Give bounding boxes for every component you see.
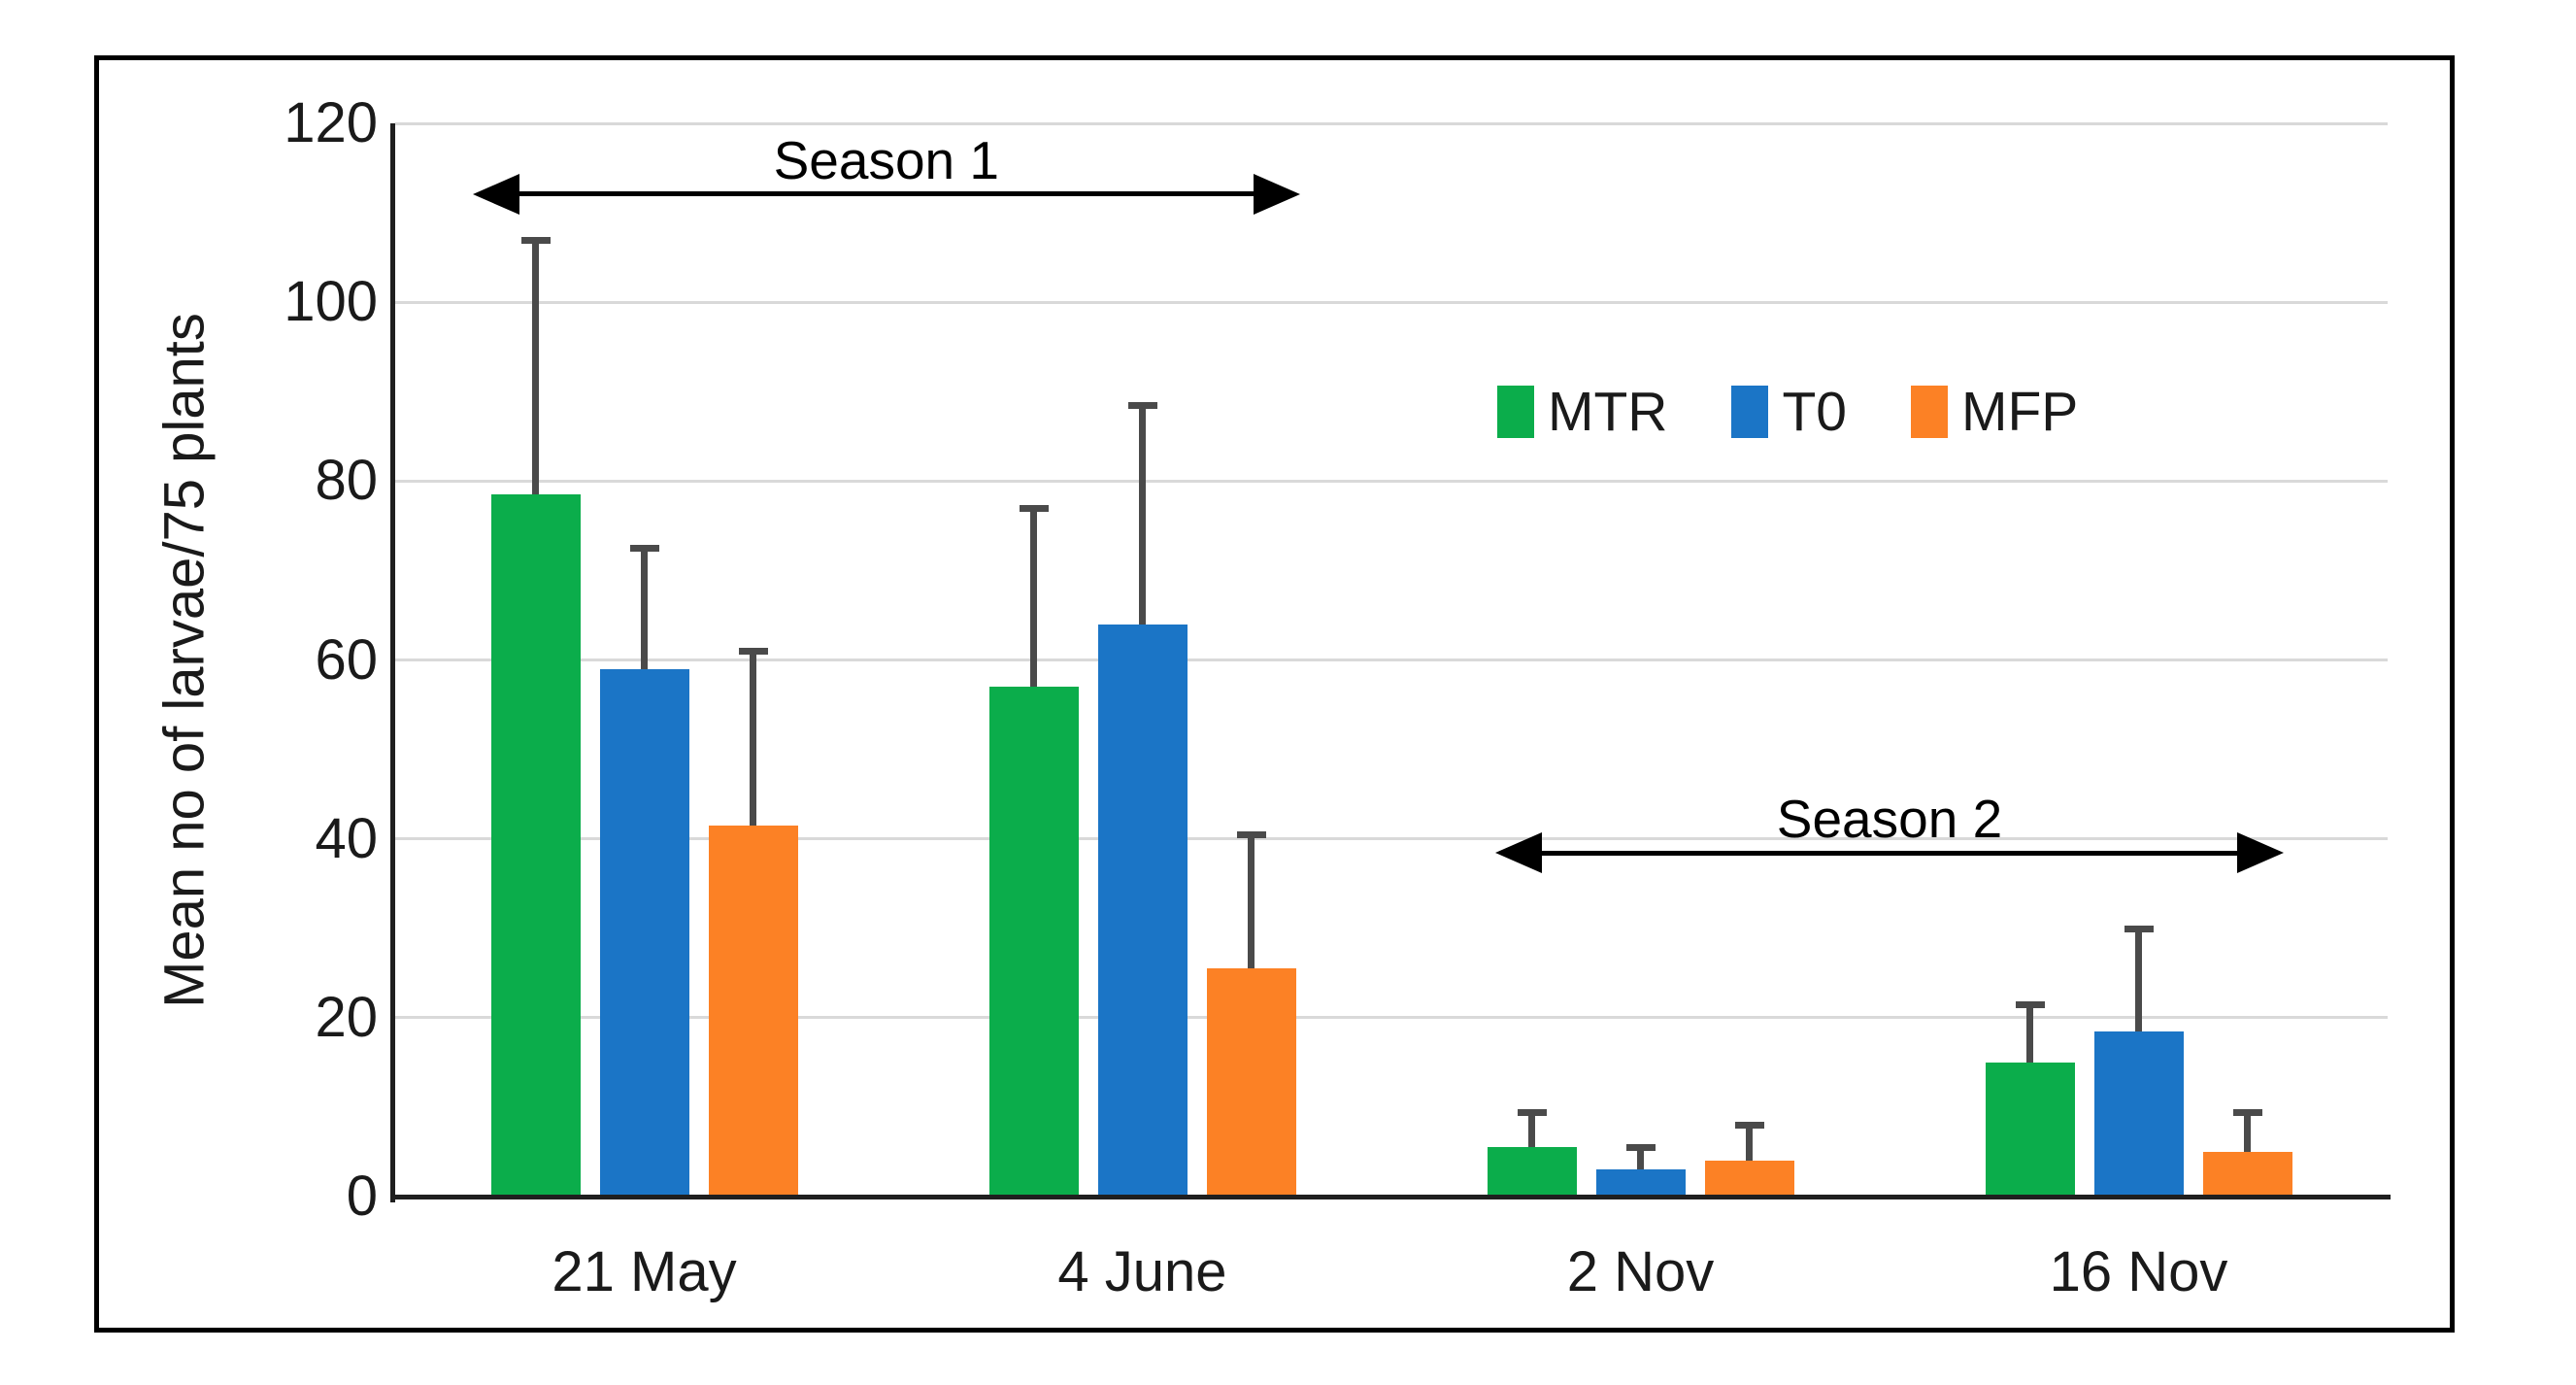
legend-swatch-mfp bbox=[1911, 386, 1948, 438]
y-tick-label-80: 80 bbox=[315, 449, 378, 513]
error-whisker-mtr-0 bbox=[532, 239, 539, 495]
gridline-20 bbox=[395, 1016, 2388, 1020]
x-axis-line bbox=[390, 1195, 2391, 1199]
y-tick-label-40: 40 bbox=[315, 806, 378, 870]
error-cap-mfp-1 bbox=[1236, 831, 1266, 839]
annotation-label-1: Season 1 bbox=[773, 129, 1000, 190]
error-cap-t0-0 bbox=[629, 545, 659, 553]
annotation-arrow-head-right-1 bbox=[1253, 173, 1300, 215]
error-cap-mtr-1 bbox=[1019, 504, 1049, 512]
bar-t0-4-june bbox=[1097, 624, 1188, 1197]
legend-label-mtr: MTR bbox=[1548, 381, 1668, 443]
x-axis-label-2-nov: 2 Nov bbox=[1566, 1240, 1715, 1303]
annotation-label-2: Season 2 bbox=[1776, 789, 2003, 850]
error-cap-mfp-0 bbox=[738, 648, 768, 656]
gridline-120 bbox=[395, 121, 2388, 125]
legend-entry-mfp: MFP bbox=[1911, 383, 2078, 441]
error-whisker-mfp-1 bbox=[1248, 834, 1255, 969]
error-cap-t0-3 bbox=[2124, 925, 2154, 932]
legend-label-t0: T0 bbox=[1782, 381, 1847, 443]
error-whisker-t0-3 bbox=[2135, 928, 2142, 1031]
gridline-100 bbox=[395, 300, 2388, 304]
error-whisker-t0-2 bbox=[1637, 1147, 1644, 1170]
legend-swatch-t0 bbox=[1731, 386, 1769, 438]
legend-entry-mtr: MTR bbox=[1497, 383, 1667, 441]
bar-mtr-16-nov bbox=[1985, 1062, 2075, 1197]
bar-mtr-4-june bbox=[988, 687, 1079, 1197]
bar-t0-16-nov bbox=[2093, 1030, 2184, 1197]
y-tick-label-120: 120 bbox=[284, 91, 378, 154]
annotation-arrow-head-left-1 bbox=[473, 173, 520, 215]
annotation-arrow-line-1 bbox=[516, 191, 1257, 197]
error-cap-mtr-2 bbox=[1517, 1108, 1547, 1116]
gridline-40 bbox=[395, 837, 2388, 841]
error-whisker-mtr-2 bbox=[1528, 1111, 1535, 1148]
y-tick-label-0: 0 bbox=[346, 1165, 378, 1228]
error-cap-t0-2 bbox=[1625, 1144, 1656, 1152]
legend: MTR T0 MFP bbox=[1497, 383, 2078, 441]
y-tick-label-100: 100 bbox=[284, 270, 378, 334]
error-whisker-mfp-0 bbox=[750, 651, 756, 826]
error-cap-mtr-3 bbox=[2015, 1001, 2045, 1009]
bar-mfp-2-nov bbox=[1704, 1161, 1794, 1197]
bar-mtr-21-may bbox=[490, 494, 581, 1197]
gridline-60 bbox=[395, 659, 2388, 661]
error-cap-mfp-2 bbox=[1734, 1122, 1764, 1130]
y-tick-label-20: 20 bbox=[315, 985, 378, 1049]
error-whisker-mtr-3 bbox=[2026, 1004, 2033, 1063]
legend-entry-t0: T0 bbox=[1731, 383, 1847, 441]
x-axis-label-4-june: 4 June bbox=[1057, 1240, 1227, 1303]
error-whisker-t0-1 bbox=[1139, 405, 1146, 625]
y-tick-label-60: 60 bbox=[315, 627, 378, 692]
x-axis-label-21-may: 21 May bbox=[552, 1240, 737, 1303]
error-cap-mfp-3 bbox=[2232, 1108, 2262, 1116]
x-axis-label-16-nov: 16 Nov bbox=[2049, 1240, 2228, 1303]
error-cap-mtr-0 bbox=[520, 236, 551, 244]
legend-label-mfp: MFP bbox=[1961, 381, 2079, 443]
y-axis-line bbox=[390, 123, 395, 1202]
bar-t0-21-may bbox=[599, 668, 689, 1197]
bar-mfp-16-nov bbox=[2202, 1151, 2292, 1197]
gridline-80 bbox=[395, 479, 2388, 483]
bar-mfp-4-june bbox=[1206, 968, 1296, 1197]
error-whisker-t0-0 bbox=[641, 548, 648, 669]
error-whisker-mfp-3 bbox=[2244, 1111, 2251, 1152]
legend-swatch-mtr bbox=[1497, 386, 1534, 438]
annotation-arrow-line-2 bbox=[1537, 850, 2242, 856]
annotation-arrow-head-left-2 bbox=[1494, 832, 1542, 874]
bar-t0-2-nov bbox=[1595, 1169, 1686, 1197]
bar-mfp-21-may bbox=[708, 825, 798, 1197]
error-cap-t0-1 bbox=[1127, 402, 1157, 410]
error-whisker-mfp-2 bbox=[1746, 1125, 1753, 1162]
bar-mtr-2-nov bbox=[1487, 1147, 1577, 1197]
error-whisker-mtr-1 bbox=[1030, 507, 1037, 688]
annotation-arrow-head-right-2 bbox=[2237, 832, 2285, 874]
